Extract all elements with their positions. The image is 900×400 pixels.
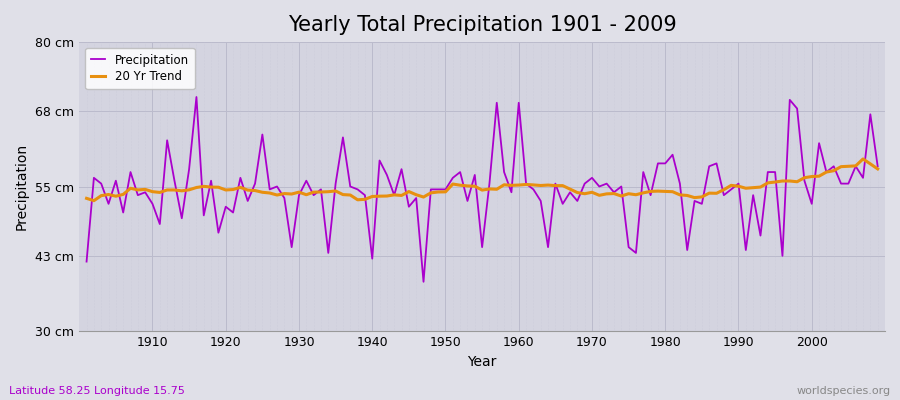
20 Yr Trend [88,198,99,203]
Precipitation [81,259,92,264]
Precipitation [352,187,363,192]
Precipitation [616,184,626,189]
Precipitation [521,181,532,186]
X-axis label: Year: Year [467,355,497,369]
Y-axis label: Precipitation: Precipitation [15,143,29,230]
20 Yr Trend [872,166,883,171]
20 Yr Trend [521,182,532,187]
Precipitation [308,193,319,198]
Line: 20 Yr Trend: 20 Yr Trend [86,159,878,201]
Precipitation [191,94,202,99]
Line: Precipitation: Precipitation [86,97,878,282]
Title: Yearly Total Precipitation 1901 - 2009: Yearly Total Precipitation 1901 - 2009 [288,15,677,35]
Text: worldspecies.org: worldspecies.org [796,386,891,396]
20 Yr Trend [81,196,92,201]
Precipitation [872,164,883,169]
20 Yr Trend [352,197,363,202]
20 Yr Trend [308,190,319,194]
Precipitation [140,190,150,195]
20 Yr Trend [858,156,868,161]
Text: Latitude 58.25 Longitude 15.75: Latitude 58.25 Longitude 15.75 [9,386,184,396]
Legend: Precipitation, 20 Yr Trend: Precipitation, 20 Yr Trend [86,48,194,89]
Precipitation [418,279,429,284]
20 Yr Trend [513,183,524,188]
20 Yr Trend [147,189,158,194]
20 Yr Trend [608,191,619,196]
Precipitation [528,187,539,192]
